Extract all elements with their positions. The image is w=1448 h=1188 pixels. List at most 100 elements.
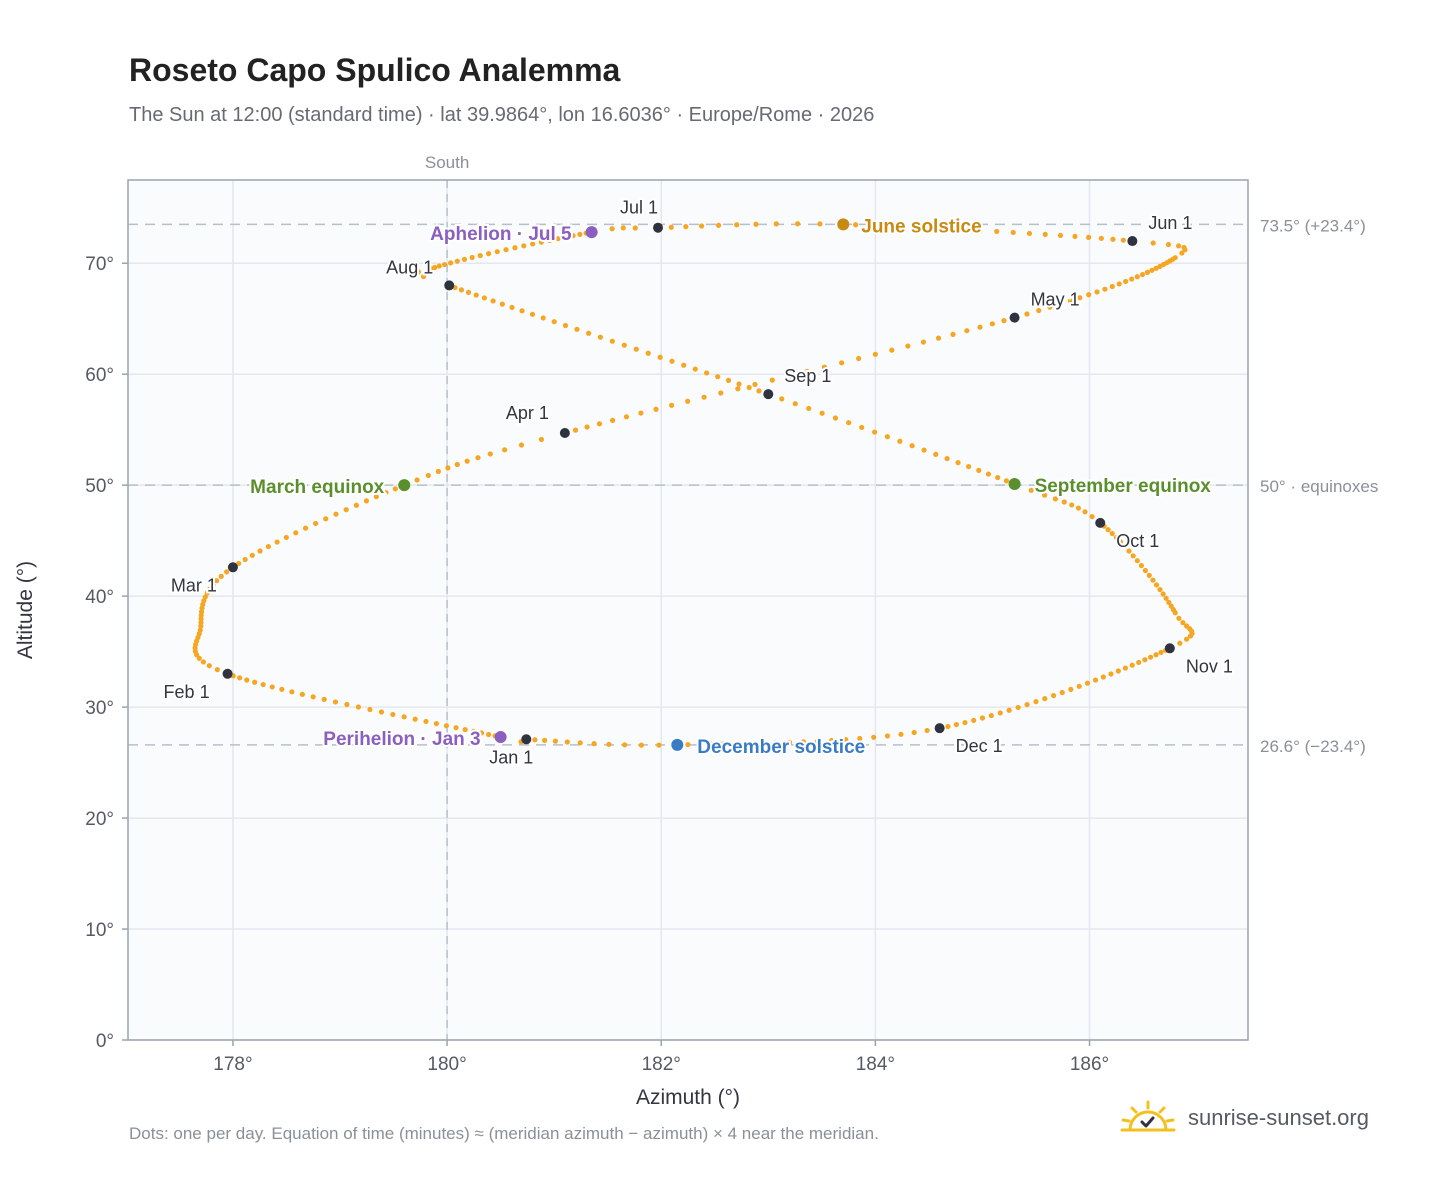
daily-dot	[725, 377, 732, 383]
daily-dot	[945, 723, 951, 730]
daily-dot	[1110, 236, 1116, 242]
daily-dot	[503, 247, 509, 253]
month-marker-label: Dec 1	[956, 736, 1003, 756]
daily-dot	[244, 677, 250, 683]
daily-dot	[1068, 686, 1074, 693]
daily-dot	[1153, 582, 1160, 588]
daily-dot	[806, 405, 812, 412]
daily-dot	[344, 701, 350, 708]
month-marker-label: Sep 1	[784, 366, 831, 386]
daily-dot	[609, 226, 615, 232]
daily-dot	[200, 659, 206, 665]
month-marker	[227, 562, 238, 573]
daily-dot	[265, 543, 271, 550]
daily-dot	[214, 578, 220, 584]
daily-dot	[465, 289, 472, 295]
daily-dot	[1024, 701, 1030, 708]
chart-title: Roseto Capo Spulico Analemma	[129, 52, 621, 88]
daily-dot	[252, 679, 258, 685]
daily-dot	[302, 525, 309, 531]
daily-dot	[804, 368, 810, 375]
daily-dot	[443, 723, 450, 729]
daily-dot	[343, 507, 349, 513]
daily-dot	[997, 710, 1003, 716]
daily-dot	[920, 339, 927, 345]
daily-dot	[1129, 276, 1135, 282]
daily-dot	[218, 573, 224, 579]
daily-dot	[950, 331, 956, 337]
daily-dot	[905, 343, 911, 349]
daily-dot	[202, 594, 208, 600]
daily-dot	[1146, 572, 1152, 578]
daily-dot	[332, 699, 339, 705]
y-tick-label: 40°	[85, 587, 114, 608]
daily-dot	[310, 694, 316, 700]
x-tick-label: 180°	[427, 1054, 466, 1075]
daily-dot	[638, 410, 644, 416]
daily-dot	[985, 471, 992, 477]
daily-dot	[756, 388, 762, 394]
daily-dot	[486, 251, 492, 257]
daily-dot	[204, 590, 210, 596]
daily-dot	[769, 377, 775, 383]
daily-dot	[1149, 267, 1155, 273]
daily-dot	[367, 706, 373, 713]
daily-dot	[1158, 649, 1164, 656]
y-tick-label: 20°	[85, 809, 114, 830]
daily-dot	[355, 704, 361, 710]
daily-dot	[1129, 662, 1135, 668]
daily-dot	[633, 346, 639, 352]
daily-dot	[821, 364, 828, 370]
daily-dot	[312, 520, 319, 527]
daily-dot	[532, 737, 538, 743]
plot-area	[128, 180, 1248, 1040]
month-marker-label: Jun 1	[1148, 213, 1192, 233]
daily-dot	[1144, 269, 1151, 275]
daily-dot	[897, 438, 903, 444]
daily-dot	[656, 742, 662, 748]
daily-dot	[819, 410, 825, 416]
daily-dot	[960, 227, 966, 233]
daily-dot	[1183, 636, 1190, 642]
daily-dot	[540, 315, 546, 321]
daily-dot	[1028, 487, 1034, 493]
x-axis-label: Azimuth (°)	[636, 1086, 740, 1109]
daily-dot	[469, 254, 475, 261]
daily-dot	[933, 451, 939, 457]
daily-dot	[924, 727, 930, 734]
daily-dot	[977, 324, 983, 330]
daily-dot	[283, 534, 289, 541]
daily-dot	[1057, 232, 1064, 239]
daily-dot	[1122, 543, 1128, 550]
daily-dot	[453, 725, 459, 731]
month-markers: Jan 1 Feb 1 Mar 1 Apr 1 May 1 Jun 1 Jul 1 Aug 1…	[162, 196, 1235, 770]
daily-dot	[478, 730, 485, 736]
event-markers: June solstice December solstice March equi…	[248, 214, 1213, 759]
daily-dot	[373, 494, 379, 500]
analemma-curve	[192, 221, 1195, 748]
daily-dot	[454, 258, 460, 264]
daily-dot	[884, 733, 891, 739]
daily-dot	[415, 269, 422, 275]
event-marker	[585, 226, 598, 239]
daily-dot	[1163, 595, 1169, 601]
daily-dot	[512, 245, 518, 251]
axes: 178° 180° 182° 184° 186° 0° 10° 20° 30° 40° 50° 60°…	[14, 179, 1249, 1109]
daily-dot	[1089, 514, 1095, 520]
daily-dot	[685, 741, 691, 748]
daily-dot	[669, 358, 675, 364]
daily-dot	[657, 354, 663, 360]
daily-dot	[471, 728, 477, 734]
daily-dot	[1126, 548, 1132, 554]
daily-dot	[701, 394, 707, 400]
daily-dot	[1036, 307, 1042, 314]
daily-dot	[746, 384, 752, 391]
daily-dot	[249, 552, 255, 558]
event-label: December solstice	[697, 737, 865, 758]
x-tick-label: 178°	[213, 1054, 252, 1075]
daily-dot	[1153, 652, 1159, 658]
daily-dot	[1139, 271, 1146, 278]
brand[interactable]: sunrise-sunset.org	[1120, 1100, 1369, 1136]
daily-dot	[1061, 499, 1067, 505]
event-label: March equinox	[250, 477, 385, 498]
